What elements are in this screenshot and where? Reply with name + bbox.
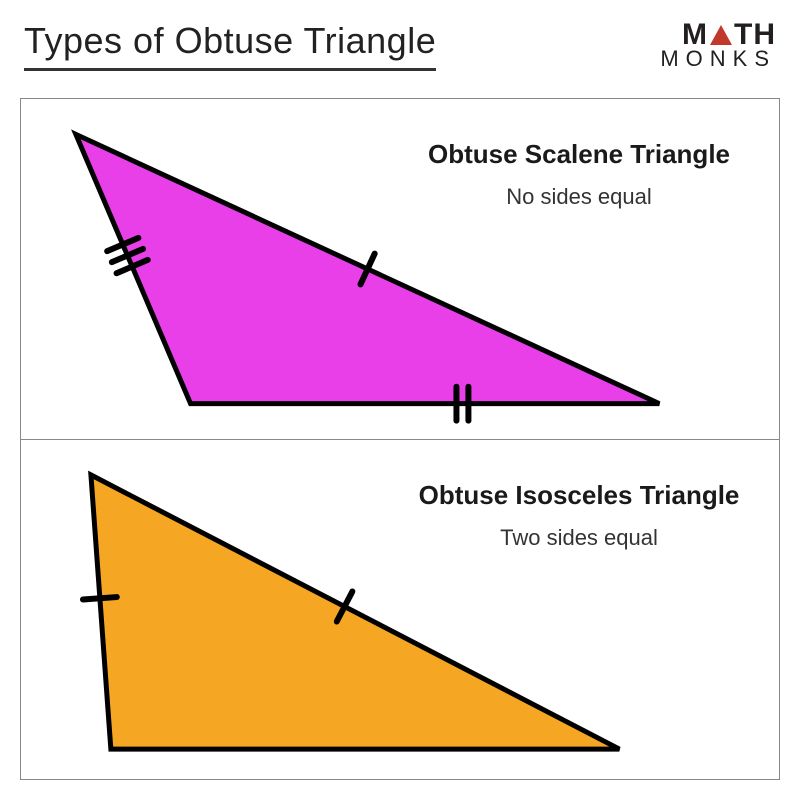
logo-line2: MONKS (660, 48, 776, 70)
title-wrap: Types of Obtuse Triangle (24, 20, 436, 71)
scalene-title: Obtuse Scalene Triangle (409, 139, 749, 170)
isosceles-subtitle: Two sides equal (409, 525, 749, 551)
diagram-panels: Obtuse Scalene Triangle No sides equal O… (20, 98, 780, 780)
brand-logo: M TH MONKS (660, 20, 776, 70)
panel-isosceles-text: Obtuse Isosceles Triangle Two sides equa… (409, 480, 749, 551)
panel-scalene-text: Obtuse Scalene Triangle No sides equal (409, 139, 749, 210)
panel-scalene: Obtuse Scalene Triangle No sides equal (21, 99, 779, 439)
isosceles-title: Obtuse Isosceles Triangle (409, 480, 749, 511)
header: Types of Obtuse Triangle M TH MONKS (24, 20, 776, 71)
triangle-icon (710, 25, 732, 45)
page-title: Types of Obtuse Triangle (24, 20, 436, 71)
panel-isosceles: Obtuse Isosceles Triangle Two sides equa… (21, 439, 779, 779)
scalene-subtitle: No sides equal (409, 184, 749, 210)
